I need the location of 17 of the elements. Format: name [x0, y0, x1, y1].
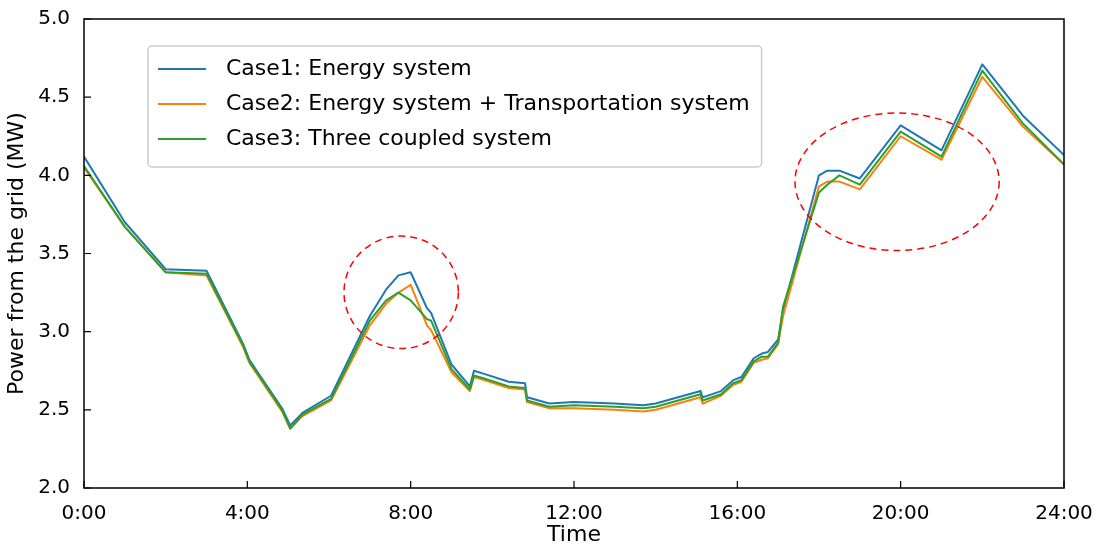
- y-tick-label: 4.5: [38, 83, 70, 108]
- y-tick-label: 5.0: [38, 5, 70, 30]
- y-tick-label: 3.5: [38, 239, 70, 264]
- x-tick-label: 24:00: [1035, 500, 1093, 525]
- y-tick-label: 2.0: [38, 474, 70, 499]
- y-tick-label: 3.0: [38, 317, 70, 342]
- y-tick-label: 4.0: [38, 161, 70, 186]
- legend-label: Case2: Energy system + Transportation system: [226, 89, 750, 115]
- x-tick-label: 20:00: [871, 500, 930, 525]
- x-tick-label: 8:00: [388, 500, 434, 525]
- legend-label: Case3: Three coupled system: [226, 124, 552, 150]
- x-tick-label: 0:00: [61, 500, 107, 525]
- x-tick-label: 4:00: [224, 500, 270, 525]
- legend-label: Case1: Energy system: [226, 54, 472, 80]
- y-axis-title: Power from the grid (MW): [2, 112, 28, 395]
- y-tick-label: 2.5: [38, 396, 70, 421]
- x-tick-label: 16:00: [708, 500, 767, 525]
